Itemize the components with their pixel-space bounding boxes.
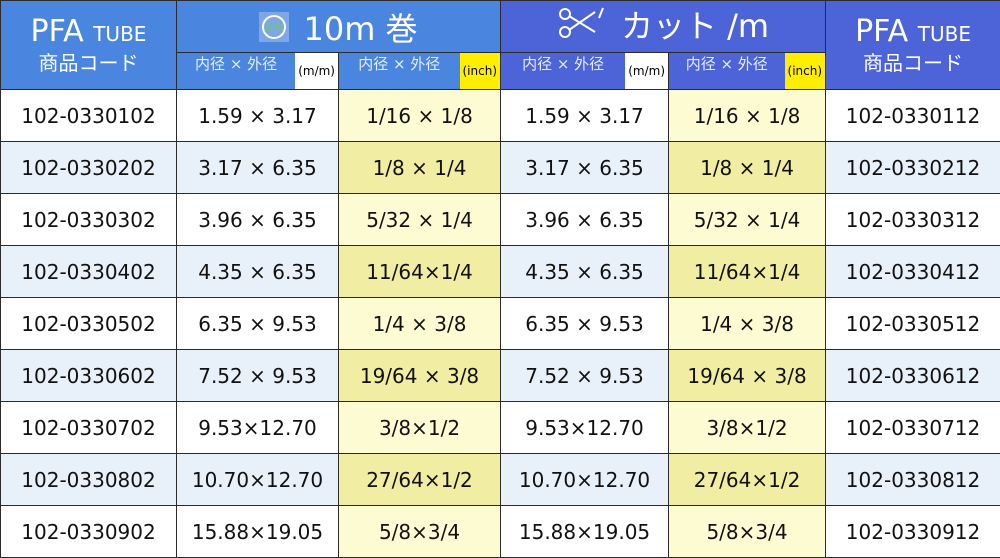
- roll-mm-cell: 9.53×12.70: [177, 402, 339, 454]
- cut-mm-cell: 1.59 × 3.17: [501, 90, 669, 142]
- roll-inch-cell: 1/16 × 1/8: [339, 90, 501, 142]
- code-title: PFA: [855, 14, 908, 49]
- cut-mm-cell: 10.70×12.70: [501, 454, 669, 506]
- cut-code-cell: 102-0330612: [826, 350, 1000, 402]
- svg-text:定尺: 定尺: [264, 21, 284, 34]
- cut-inch-cell: 3/8×1/2: [669, 402, 826, 454]
- roll-code-cell: 102-0330402: [1, 246, 177, 298]
- roll-code-cell: 102-0330902: [1, 506, 177, 558]
- roll-mm-cell: 1.59 × 3.17: [177, 90, 339, 142]
- roll-code-cell: 102-0330802: [1, 454, 177, 506]
- code-label: 商品コード: [1, 51, 176, 75]
- size-label: 内径 × 外径: [354, 55, 444, 73]
- cut-mm-cell: 3.96 × 6.35: [501, 194, 669, 246]
- roll-inch-cell: 5/32 × 1/4: [339, 194, 501, 246]
- roll-inch-cell: 1/4 × 3/8: [339, 298, 501, 350]
- cut-code-cell: 102-0330812: [826, 454, 1000, 506]
- roll-inch-cell: 11/64×1/4: [339, 246, 501, 298]
- unit-inch: (inch): [785, 53, 826, 89]
- cut-code-cell: 102-0330512: [826, 298, 1000, 350]
- roll-code-cell: 102-0330102: [1, 90, 177, 142]
- code-label: 商品コード: [826, 51, 1000, 75]
- roll-inch-cell: 1/8 × 1/4: [339, 142, 501, 194]
- roll-code-cell: 102-0330202: [1, 142, 177, 194]
- cut-inch-cell: 11/64×1/4: [669, 246, 826, 298]
- size-label: 内径 × 外径: [191, 55, 281, 73]
- size-label: 内径 × 外径: [518, 55, 608, 73]
- cut-code-header: PFA TUBE 商品コード: [826, 1, 1000, 90]
- roll-mm-cell: 6.35 × 9.53: [177, 298, 339, 350]
- cut-inch-header: 内径 × 外径 (inch): [669, 53, 826, 90]
- cut-mm-cell: 3.17 × 6.35: [501, 142, 669, 194]
- cut-title: カット /m: [621, 7, 769, 45]
- cut-code-cell: 102-0330912: [826, 506, 1000, 558]
- roll-mm-cell: 15.88×19.05: [177, 506, 339, 558]
- roll-header: 定尺 10m 巻: [177, 1, 501, 53]
- cut-inch-cell: 27/64×1/2: [669, 454, 826, 506]
- cut-mm-cell: 9.53×12.70: [501, 402, 669, 454]
- code-title-small: TUBE: [93, 22, 146, 46]
- cut-inch-cell: 1/4 × 3/8: [669, 298, 826, 350]
- roll-code-cell: 102-0330602: [1, 350, 177, 402]
- roll-mm-cell: 3.96 × 6.35: [177, 194, 339, 246]
- roll-code-cell: 102-0330702: [1, 402, 177, 454]
- roll-inch-header: 内径 × 外径 (inch): [339, 53, 501, 90]
- roll-mm-cell: 3.17 × 6.35: [177, 142, 339, 194]
- roll-inch-cell: 5/8×3/4: [339, 506, 501, 558]
- roll-inch-cell: 19/64 × 3/8: [339, 350, 501, 402]
- cut-code-cell: 102-0330112: [826, 90, 1000, 142]
- size-label: 内径 × 外径: [682, 55, 772, 73]
- roll-code-cell: 102-0330302: [1, 194, 177, 246]
- cut-inch-cell: 1/16 × 1/8: [669, 90, 826, 142]
- cut-inch-cell: 5/32 × 1/4: [669, 194, 826, 246]
- roll-mm-cell: 10.70×12.70: [177, 454, 339, 506]
- cut-mm-cell: 6.35 × 9.53: [501, 298, 669, 350]
- cut-mm-cell: 15.88×19.05: [501, 506, 669, 558]
- unit-mm: (m/m): [295, 53, 338, 89]
- cut-code-cell: 102-0330412: [826, 246, 1000, 298]
- cut-mm-cell: 7.52 × 9.53: [501, 350, 669, 402]
- cut-inch-cell: 19/64 × 3/8: [669, 350, 826, 402]
- roll-code-header: PFA TUBE 商品コード: [1, 1, 177, 90]
- measure-roll-icon: 定尺: [259, 12, 289, 50]
- roll-inch-cell: 3/8×1/2: [339, 402, 501, 454]
- cut-mm-header: 内径 × 外径 (m/m): [501, 53, 669, 90]
- cut-code-cell: 102-0330312: [826, 194, 1000, 246]
- unit-mm: (m/m): [625, 53, 668, 89]
- cut-inch-cell: 5/8×3/4: [669, 506, 826, 558]
- roll-mm-cell: 4.35 × 6.35: [177, 246, 339, 298]
- cut-mm-cell: 4.35 × 6.35: [501, 246, 669, 298]
- cut-inch-cell: 1/8 × 1/4: [669, 142, 826, 194]
- code-title: PFA: [31, 14, 84, 49]
- code-title-small: TUBE: [918, 22, 971, 46]
- roll-inch-cell: 27/64×1/2: [339, 454, 501, 506]
- roll-mm-header: 内径 × 外径 (m/m): [177, 53, 339, 90]
- roll-code-cell: 102-0330502: [1, 298, 177, 350]
- cut-header: カット /m: [501, 1, 826, 53]
- cut-code-cell: 102-0330212: [826, 142, 1000, 194]
- scissors-icon: [557, 4, 607, 52]
- unit-inch: (inch): [460, 53, 501, 89]
- roll-title: 10m 巻: [303, 10, 417, 48]
- roll-mm-cell: 7.52 × 9.53: [177, 350, 339, 402]
- cut-code-cell: 102-0330712: [826, 402, 1000, 454]
